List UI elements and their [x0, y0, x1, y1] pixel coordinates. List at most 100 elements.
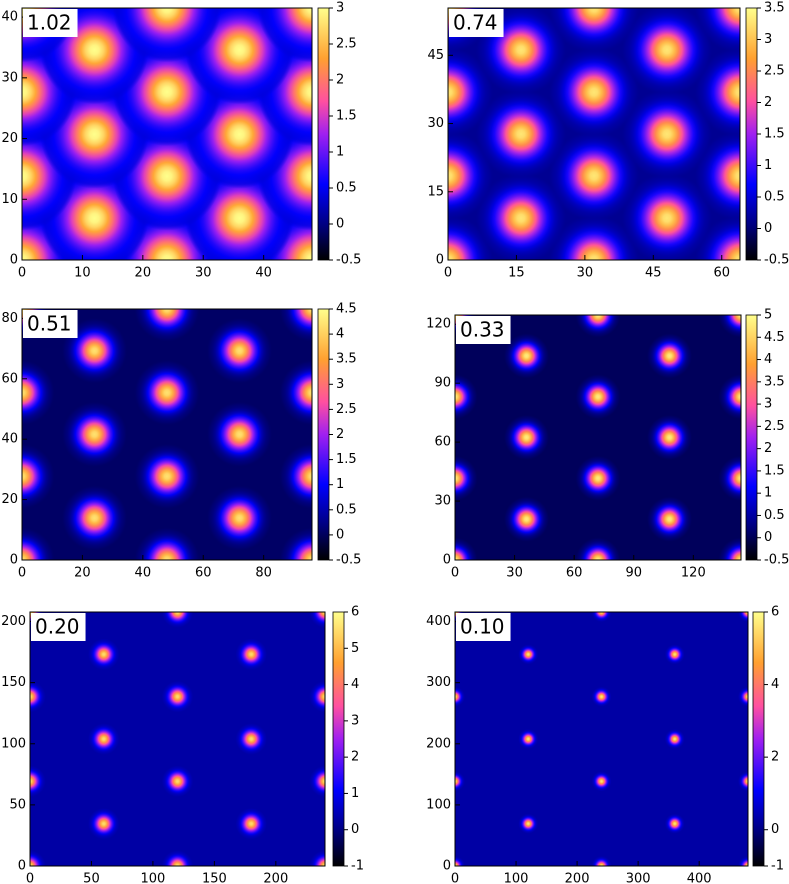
colorbar-tick-label: 2.5 — [336, 37, 357, 52]
spot — [112, 8, 222, 63]
y-tick-label: 150 — [1, 675, 26, 690]
spot — [22, 527, 55, 560]
spot — [455, 771, 466, 792]
colorbar-tick-label: 0.5 — [764, 508, 785, 523]
spot — [737, 855, 748, 866]
spot — [591, 771, 612, 792]
colorbar-tick-label: 0 — [336, 217, 344, 232]
spot — [591, 612, 612, 623]
x-tick-label: 200 — [263, 872, 288, 884]
colorbar-tick-label: 2.5 — [764, 64, 785, 79]
y-tick-label: 60 — [1, 371, 18, 386]
colorbar-tick-label: -0.5 — [764, 253, 789, 268]
spot — [737, 612, 748, 623]
colorbar-tick-label: 2 — [336, 427, 344, 442]
label-box — [31, 613, 86, 641]
colorbar-tick-label: 6 — [771, 605, 779, 620]
spot — [161, 765, 194, 798]
spot — [646, 414, 693, 461]
x-tick-label: 40 — [135, 566, 152, 581]
colorbar — [317, 7, 330, 261]
colorbar-tick-label: -1 — [351, 859, 364, 874]
y-tick-label: 30 — [1, 70, 18, 85]
y-tick-label: 40 — [1, 432, 18, 447]
colorbar-tick-label: 6 — [351, 605, 359, 620]
spot — [718, 315, 741, 338]
panel-label: 0.33 — [460, 318, 505, 342]
y-tick-label: 20 — [1, 492, 18, 507]
spot — [309, 612, 325, 628]
colorbar-tick-label: 1 — [336, 145, 344, 160]
spot — [206, 318, 273, 384]
colorbar-tick-label: 3 — [336, 377, 344, 392]
colorbar-tick-label: 3.5 — [764, 374, 785, 389]
colorbar-tick-label: 2.5 — [336, 402, 357, 417]
x-tick-label: 30 — [195, 266, 212, 281]
spot — [718, 537, 741, 560]
spot — [30, 850, 46, 866]
x-tick-label: 300 — [626, 872, 651, 884]
colorbar-tick-label: 4 — [764, 352, 772, 367]
panel-label: 1.02 — [27, 11, 72, 35]
plot-frame — [447, 7, 741, 261]
spot — [621, 88, 713, 180]
x-tick-label: 40 — [255, 266, 272, 281]
spot — [235, 638, 268, 671]
spot — [694, 8, 740, 54]
colorbar-tick-label: 1.5 — [336, 109, 357, 124]
x-tick-label: 15 — [508, 266, 525, 281]
spot — [737, 771, 748, 792]
spot — [22, 360, 55, 426]
x-tick-label: 50 — [83, 872, 100, 884]
colorbar-tick-label: 1 — [764, 486, 772, 501]
y-tick-label: 30 — [434, 494, 451, 509]
spot — [664, 728, 685, 750]
colorbar-tick-label: 2.5 — [764, 419, 785, 434]
spot — [61, 318, 128, 384]
x-tick-label: 20 — [74, 566, 91, 581]
colorbar-tick-label: 2 — [764, 95, 772, 110]
colorbar-tick-label: 5 — [351, 641, 359, 656]
spot — [518, 813, 539, 834]
spot — [206, 485, 273, 551]
spot — [548, 130, 640, 222]
plot-frame — [21, 7, 313, 261]
y-tick-label: 120 — [426, 317, 451, 332]
spot — [548, 46, 640, 138]
spot — [455, 686, 466, 707]
spot — [134, 309, 200, 342]
colorbar-tick-label: 0.5 — [764, 190, 785, 205]
colorbar-tick-label: 0 — [771, 822, 779, 837]
label-box — [456, 613, 511, 641]
panel-label: 0.51 — [27, 312, 72, 336]
x-tick-label: 30 — [506, 566, 523, 581]
spot — [30, 680, 46, 713]
colorbar — [332, 611, 345, 867]
y-tick-label: 20 — [1, 131, 18, 146]
x-tick-label: 20 — [135, 266, 152, 281]
colorbar-tick-label: 2 — [351, 750, 359, 765]
spot — [548, 8, 640, 54]
y-tick-label: 50 — [9, 797, 26, 812]
y-tick-label: 100 — [426, 797, 451, 812]
x-tick-label: 120 — [681, 566, 706, 581]
spot — [161, 680, 194, 713]
colorbar-tick-label: 3.5 — [336, 352, 357, 367]
colorbar-tick-label: 1.5 — [336, 452, 357, 467]
colorbar-tick-label: -0.5 — [336, 553, 361, 568]
spot — [518, 644, 539, 665]
x-tick-label: 0 — [18, 566, 26, 581]
x-tick-label: 100 — [504, 872, 529, 884]
x-tick-label: 150 — [202, 872, 227, 884]
plot-frame — [29, 611, 326, 867]
colorbar-tick-label: -1 — [771, 859, 784, 874]
x-tick-label: 60 — [195, 566, 212, 581]
spot — [309, 680, 325, 713]
spot — [664, 644, 685, 665]
spot — [309, 765, 325, 798]
x-tick-label: 0 — [18, 266, 26, 281]
spot — [646, 333, 693, 379]
colorbar-tick-label: 1 — [336, 477, 344, 492]
label-box — [23, 310, 78, 338]
colorbar-tick-label: 0.5 — [336, 502, 357, 517]
